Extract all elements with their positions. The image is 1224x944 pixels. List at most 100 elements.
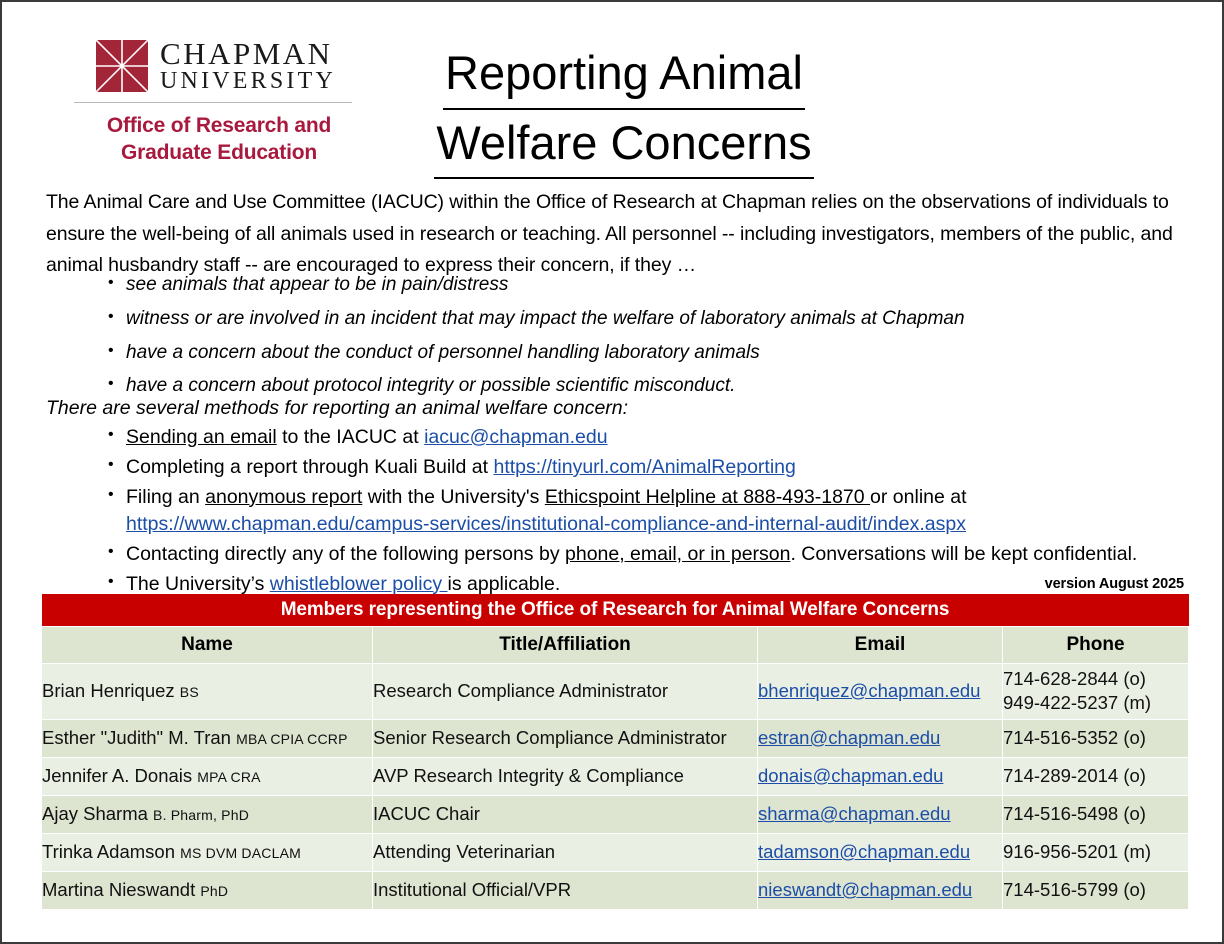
concern-bullet-text: have a concern about protocol integrity … xyxy=(126,375,736,397)
cell-name: Brian Henriquez BS xyxy=(41,662,373,720)
column-header-title: Title/Affiliation xyxy=(372,625,758,664)
method-contact-text: Contacting directly any of the following… xyxy=(126,541,1188,568)
cell-phone: 714-628-2844 (o) 949-422-5237 (m) xyxy=(1001,662,1190,720)
ethicspoint-tail-label: or online at xyxy=(870,485,967,508)
method-email-text: Sending an email to the IACUC at iacuc@c… xyxy=(126,424,1188,451)
cell-email: bhenriquez@chapman.edu xyxy=(757,662,1003,720)
member-email-link[interactable]: sharma@chapman.edu xyxy=(758,803,951,824)
cell-title: Senior Research Compliance Administrator xyxy=(372,718,758,758)
member-email-link[interactable]: bhenriquez@chapman.edu xyxy=(758,680,981,701)
member-phone-mobile: 949-422-5237 (m) xyxy=(1003,692,1152,713)
member-name: Brian Henriquez xyxy=(42,680,175,701)
cell-phone: 714-516-5352 (o) xyxy=(1001,718,1190,758)
cell-email: estran@chapman.edu xyxy=(757,718,1003,758)
page-title: Reporting Animal Welfare Concerns xyxy=(400,40,848,180)
member-email-link[interactable]: nieswandt@chapman.edu xyxy=(758,879,973,900)
list-item: • Contacting directly any of the followi… xyxy=(108,541,1188,568)
member-credentials: BS xyxy=(179,684,199,700)
iacuc-email-link[interactable]: iacuc@chapman.edu xyxy=(424,426,608,448)
concern-bullet-list: • see animals that appear to be in pain/… xyxy=(108,268,1108,403)
bullet-icon: • xyxy=(108,542,114,560)
cell-phone: 714-289-2014 (o) xyxy=(1001,756,1190,796)
column-header-name: Name xyxy=(41,625,373,664)
compliance-audit-link[interactable]: https://www.chapman.edu/campus-services/… xyxy=(126,512,966,535)
list-item: • Filing an anonymous report with the Un… xyxy=(108,484,1188,538)
cell-title: Research Compliance Administrator xyxy=(372,662,758,720)
method-kuali-text: Completing a report through Kuali Build … xyxy=(126,454,1188,481)
ethicspoint-helpline-label: Ethicspoint Helpline at 888-493-1870 xyxy=(544,485,871,508)
column-header-email: Email xyxy=(757,625,1003,664)
cell-name: Jennifer A. Donais MPA CRA xyxy=(41,756,373,796)
list-item: • see animals that appear to be in pain/… xyxy=(108,268,1108,302)
bullet-icon: • xyxy=(108,426,114,443)
member-name: Ajay Sharma xyxy=(42,803,148,824)
list-item: • The University’s whistleblower policy … xyxy=(108,571,1188,598)
table-row: Trinka Adamson MS DVM DACLAM Attending V… xyxy=(41,832,1190,872)
intro-paragraph: The Animal Care and Use Committee (IACUC… xyxy=(46,191,1173,277)
member-email-link[interactable]: estran@chapman.edu xyxy=(758,727,941,748)
office-subtitle: Office of Research and Graduate Educatio… xyxy=(74,113,364,167)
method-email-mid: to the IACUC at xyxy=(276,426,425,448)
members-table: Members representing the Office of Resea… xyxy=(41,594,1190,910)
member-email-link[interactable]: tadamson@chapman.edu xyxy=(758,841,971,862)
brand-divider xyxy=(74,102,352,103)
cell-email: sharma@chapman.edu xyxy=(757,794,1003,834)
table-row: Brian Henriquez BS Research Compliance A… xyxy=(41,662,1190,720)
bullet-icon: • xyxy=(108,274,114,291)
members-table-body: Brian Henriquez BS Research Compliance A… xyxy=(41,662,1190,910)
list-item: • have a concern about protocol integrit… xyxy=(108,369,1108,403)
cell-name: Trinka Adamson MS DVM DACLAM xyxy=(41,832,373,872)
cell-email: tadamson@chapman.edu xyxy=(757,832,1003,872)
method-ethicspoint-text: Filing an anonymous report with the Univ… xyxy=(126,484,1188,538)
cell-title: Institutional Official/VPR xyxy=(372,870,758,910)
table-row: Jennifer A. Donais MPA CRA AVP Research … xyxy=(41,756,1190,796)
concern-bullet-text: see animals that appear to be in pain/di… xyxy=(126,274,509,295)
methods-lead-text: There are several methods for reporting … xyxy=(46,397,629,419)
kuali-lead-label: Completing a report through Kuali Build … xyxy=(126,455,494,478)
bullet-icon: • xyxy=(108,572,114,590)
chapman-wordmark: CHAPMAN UNIVERSITY xyxy=(160,38,336,93)
concern-bullet-text: have a concern about the conduct of pers… xyxy=(126,341,760,363)
anonymous-report-label: anonymous report xyxy=(205,485,363,508)
list-item: • have a concern about the conduct of pe… xyxy=(108,336,1108,370)
cell-email: donais@chapman.edu xyxy=(757,756,1003,796)
cell-email: nieswandt@chapman.edu xyxy=(757,870,1003,910)
methods-bullet-list: • Sending an email to the IACUC at iacuc… xyxy=(108,424,1188,600)
cell-title: Attending Veterinarian xyxy=(372,832,758,872)
office-subtitle-line2: Graduate Education xyxy=(121,140,317,164)
members-table-wrapper: Members representing the Office of Resea… xyxy=(41,594,1190,910)
member-email-link[interactable]: donais@chapman.edu xyxy=(758,765,944,786)
member-name: Martina Nieswandt xyxy=(42,879,196,900)
member-name: Jennifer A. Donais xyxy=(42,765,193,786)
column-header-phone: Phone xyxy=(1001,625,1190,664)
cell-title: AVP Research Integrity & Compliance xyxy=(372,756,758,796)
version-label: version August 2025 xyxy=(1044,576,1184,592)
member-credentials: MPA CRA xyxy=(197,769,261,785)
filing-lead-label: Filing an xyxy=(126,485,206,508)
concern-bullet-text: witness or are involved in an incident t… xyxy=(126,307,965,329)
office-subtitle-line1: Office of Research and xyxy=(106,114,332,137)
document-header: CHAPMAN UNIVERSITY Office of Research an… xyxy=(2,2,1222,180)
bullet-icon: • xyxy=(108,341,114,359)
table-header-row: Name Title/Affiliation Email Phone xyxy=(41,625,1190,664)
member-name: Esther "Judith" M. Tran xyxy=(42,727,231,748)
bullet-icon: • xyxy=(108,375,114,393)
whistleblower-tail-label: is applicable. xyxy=(447,572,561,595)
member-credentials: B. Pharm, PhD xyxy=(153,807,250,823)
wordmark-chapman: CHAPMAN xyxy=(160,36,333,71)
wordmark-university: UNIVERSITY xyxy=(160,68,336,94)
member-credentials: MBA CPIA CCRP xyxy=(236,731,348,747)
bullet-icon: • xyxy=(108,307,114,325)
bullet-icon: • xyxy=(108,485,114,503)
animal-reporting-link[interactable]: https://tinyurl.com/AnimalReporting xyxy=(493,455,796,478)
ethicspoint-mid-label: with the University's xyxy=(362,485,545,508)
cell-name: Esther "Judith" M. Tran MBA CPIA CCRP xyxy=(41,718,373,758)
whistleblower-lead-label: The University’s xyxy=(126,572,270,595)
chapman-pinwheel-logo-icon xyxy=(96,39,148,92)
cell-name: Ajay Sharma B. Pharm, PhD xyxy=(41,794,373,834)
phone-email-person-label: phone, email, or in person xyxy=(565,542,791,565)
whistleblower-policy-link[interactable]: whistleblower policy xyxy=(269,572,448,595)
member-credentials: PhD xyxy=(200,883,229,899)
list-item: • Sending an email to the IACUC at iacuc… xyxy=(108,424,1188,451)
member-credentials: MS DVM DACLAM xyxy=(180,845,301,861)
